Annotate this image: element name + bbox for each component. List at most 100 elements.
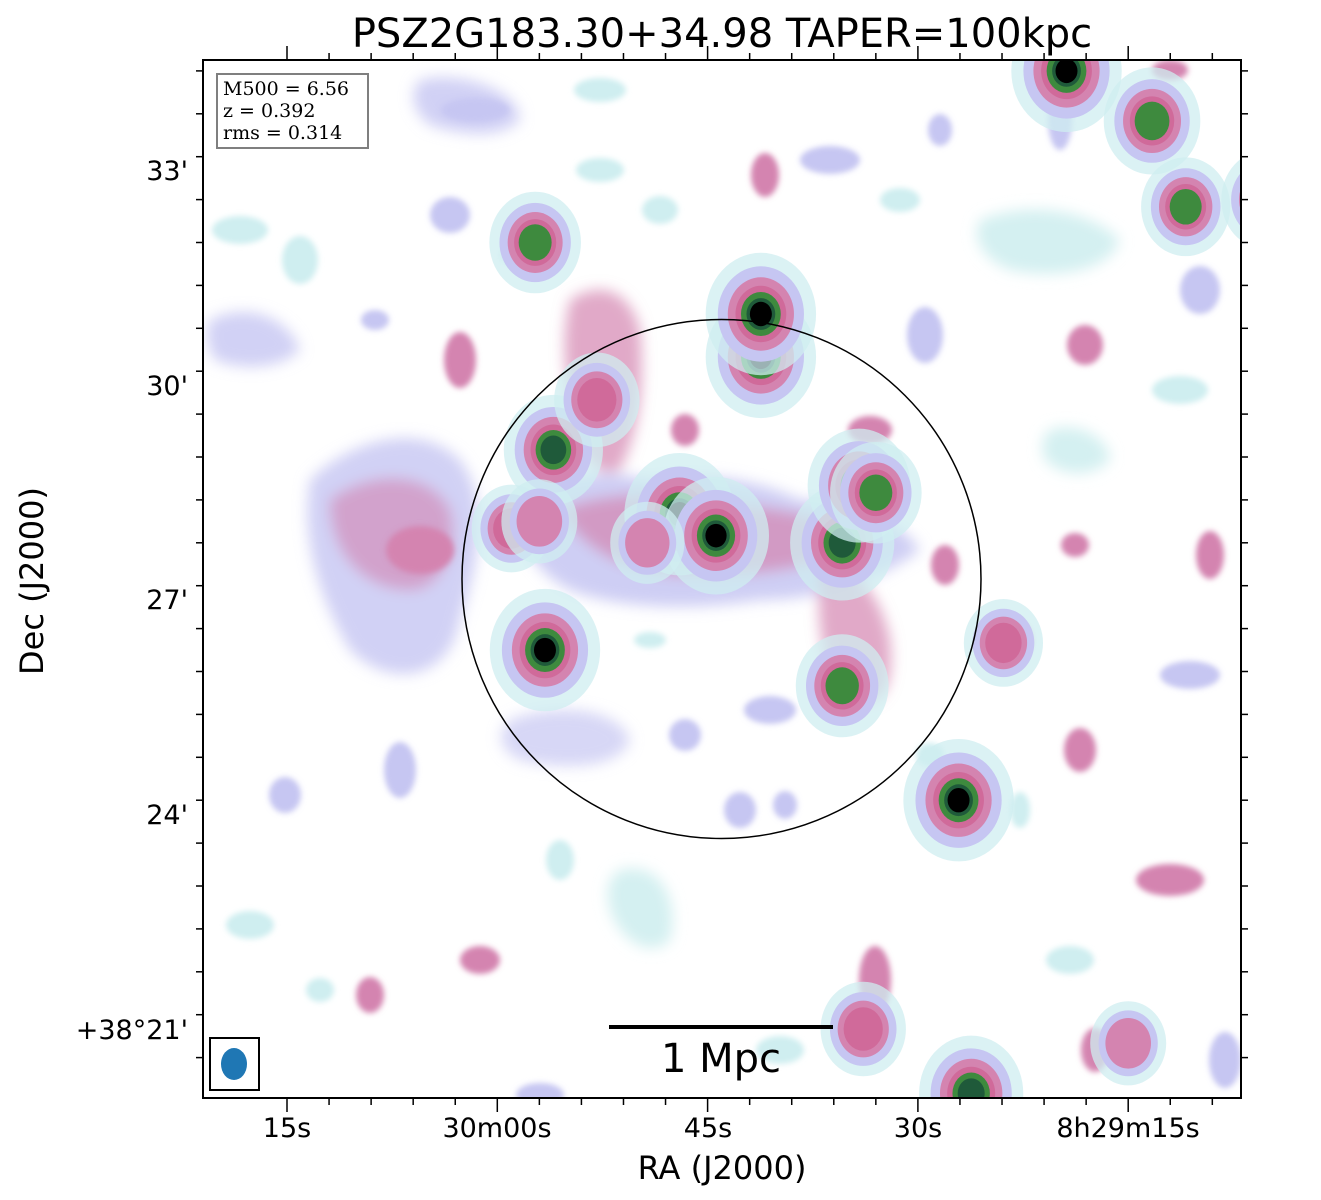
x-tick-label: 30s <box>894 1113 942 1144</box>
point-source <box>1103 67 1201 175</box>
y-tick-label: 27' <box>146 585 188 616</box>
scale-bar-label: 1 Mpc <box>661 1036 781 1082</box>
noise-patch <box>516 1083 564 1098</box>
info-box: M500 = 6.56 z = 0.392 rms = 0.314 <box>216 73 369 149</box>
source-contour <box>749 301 772 327</box>
y-tick-label: 33' <box>146 156 188 187</box>
beam-ellipse <box>221 1048 247 1080</box>
noise-patch <box>773 791 797 819</box>
noise-patch <box>642 196 678 224</box>
noise-patch <box>430 197 470 233</box>
noise-patch <box>386 526 454 574</box>
noise-patch <box>756 1036 804 1064</box>
diffuse-region-northeast <box>976 209 1120 274</box>
noise-patch <box>928 114 952 146</box>
noise-patch <box>931 545 959 585</box>
noise-patch <box>361 310 389 330</box>
source-contour <box>1134 101 1170 141</box>
point-source <box>919 1035 1024 1098</box>
point-sources-layer <box>471 60 1321 1098</box>
axis-ticks <box>196 46 1248 1112</box>
noise-patch <box>226 911 274 939</box>
point-source <box>1011 60 1122 133</box>
info-redshift: z = 0.392 <box>223 100 315 122</box>
info-rms: rms = 0.314 <box>223 122 342 144</box>
source-contour <box>1294 107 1321 206</box>
noise-patch <box>751 153 779 197</box>
source-contour <box>577 378 617 422</box>
source-contour <box>1304 118 1321 195</box>
noise-patch <box>1046 946 1094 974</box>
point-source <box>489 191 581 294</box>
point-source <box>610 501 685 584</box>
source-contour <box>705 523 727 548</box>
noise-patch <box>1160 661 1220 689</box>
point-source <box>1141 157 1231 257</box>
diffuse-region-south-2 <box>607 868 673 949</box>
beam-box <box>209 1037 260 1091</box>
point-source <box>1090 1001 1167 1086</box>
noise-patch <box>880 188 920 212</box>
x-tick-labels: 15s 30m00s 45s 30s 8h29m15s <box>263 1113 1200 1144</box>
source-contour <box>825 667 859 705</box>
noise-patch <box>576 158 624 182</box>
noise-patch <box>1010 792 1030 828</box>
point-source <box>963 599 1044 687</box>
point-source <box>663 476 770 595</box>
info-m500: M500 = 6.56 <box>223 78 349 100</box>
noise-patches-layer <box>212 60 1241 1098</box>
noise-patch <box>1064 728 1096 772</box>
noise-patch <box>1061 533 1089 557</box>
diffuse-region-south <box>501 709 630 766</box>
source-contour <box>859 474 893 512</box>
point-source <box>1221 158 1286 241</box>
source-contour <box>540 435 567 465</box>
info-box-frame <box>216 73 369 149</box>
point-source <box>820 981 906 1077</box>
noise-patch <box>671 414 699 446</box>
point-source <box>489 588 601 712</box>
source-contour <box>1245 177 1286 222</box>
point-source <box>705 252 817 376</box>
noise-patch <box>669 719 701 751</box>
x-tick-label: 15s <box>263 1113 311 1144</box>
noise-patch <box>907 307 943 363</box>
source-contour <box>1055 60 1078 84</box>
noise-patch <box>744 696 796 724</box>
point-source <box>903 739 1014 862</box>
source-contour <box>518 224 552 261</box>
source-contour <box>843 1007 883 1051</box>
scale-bar: 1 Mpc <box>609 1025 833 1082</box>
noise-patch <box>356 977 384 1013</box>
y-tick-label: +38°21' <box>76 1015 188 1046</box>
noise-patch <box>460 946 500 974</box>
source-contour <box>625 518 670 568</box>
point-source <box>1294 107 1321 206</box>
noise-patch <box>212 216 268 244</box>
r500-circle <box>461 318 982 840</box>
chart-title: PSZ2G183.30+34.98 TAPER=100kpc <box>352 11 1092 57</box>
noise-patch <box>574 78 626 102</box>
diffuse-region-northwest <box>206 311 300 367</box>
y-axis-label: Dec (J2000) <box>13 487 51 675</box>
noise-patch <box>282 236 318 284</box>
noise-patch <box>724 792 756 828</box>
x-tick-label: 8h29m15s <box>1056 1113 1199 1144</box>
noise-patch <box>1152 376 1208 404</box>
x-tick-label: 30m00s <box>442 1113 551 1144</box>
source-contour <box>947 788 970 813</box>
x-tick-label: 45s <box>684 1113 732 1144</box>
noise-patch <box>444 332 476 388</box>
noise-patch <box>269 777 301 813</box>
noise-patch <box>1180 266 1220 314</box>
point-source <box>501 479 578 564</box>
y-tick-labels: 33' 30' 27' 24' +38°21' <box>76 156 188 1046</box>
point-source <box>830 441 922 544</box>
noise-patch <box>441 98 509 122</box>
noise-patch <box>1209 1032 1241 1088</box>
point-source <box>554 352 640 448</box>
source-contour <box>985 622 1022 664</box>
point-source <box>795 634 889 738</box>
noise-patch <box>1196 531 1224 579</box>
